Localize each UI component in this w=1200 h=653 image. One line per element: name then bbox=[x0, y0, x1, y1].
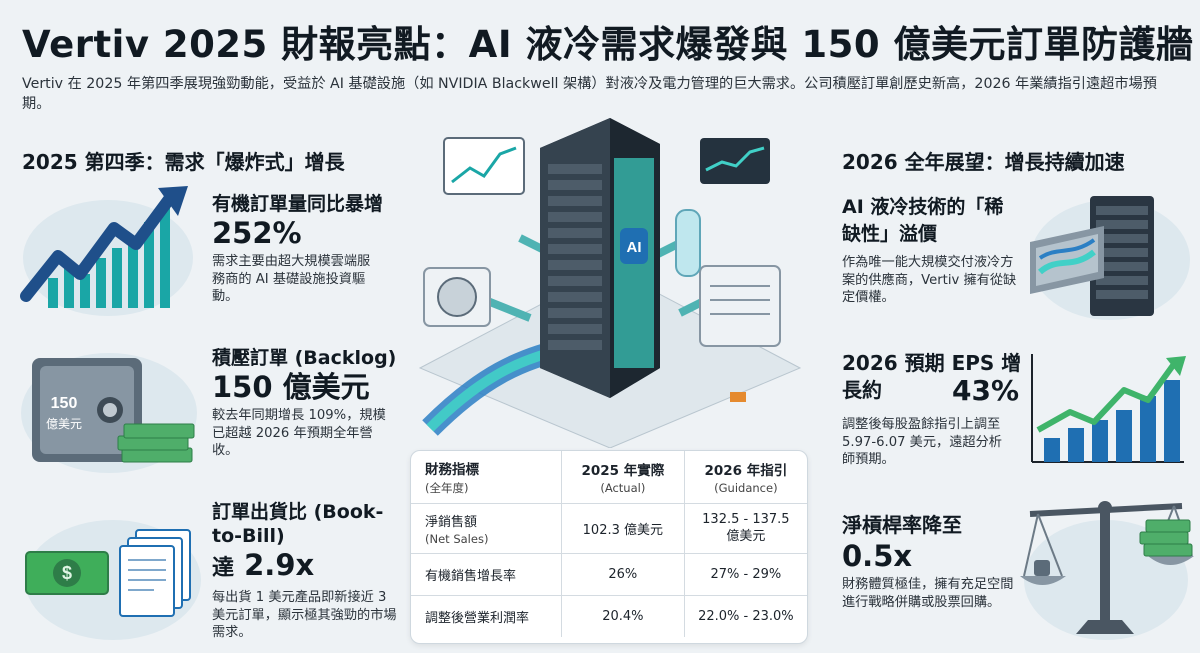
orders-growth-title: 有機訂單量同比暴增 bbox=[212, 193, 384, 215]
book-to-bill-prefix: 達 bbox=[212, 556, 235, 581]
eps-growth-desc: 調整後每股盈餘指引上調至 5.97-6.07 美元，遠超分析師預期。 bbox=[842, 417, 1002, 467]
orders-growth-desc: 需求主要由超大規模雲端服務商的 AI 基礎設施投資驅動。 bbox=[212, 254, 371, 304]
row-metric: 淨銷售額 bbox=[425, 514, 478, 530]
table-header-row: 財務指標 (全年度) 2025 年實際 (Actual) 2026 年指引 (G… bbox=[411, 451, 807, 504]
table-cell-guidance: 27% - 29% bbox=[683, 553, 807, 596]
eps-growth-title: 2026 預期 EPS 增長約 bbox=[842, 351, 1022, 402]
net-leverage-block: 淨槓桿率降至 0.5x 財務體質極佳，擁有充足空間進行戰略併購或股票回購。 bbox=[842, 512, 1022, 611]
table-row: 淨銷售額 (Net Sales) 102.3 億美元 132.5 - 137.5… bbox=[411, 503, 807, 554]
backlog-value: 150 億美元 bbox=[212, 370, 370, 404]
liquid-cooling-server-icon bbox=[1030, 196, 1190, 320]
net-leverage-value: 0.5x bbox=[842, 539, 913, 573]
eps-bar-chart-icon bbox=[1031, 354, 1186, 463]
orders-growth-value: 252% bbox=[212, 216, 302, 250]
table-cell-guidance: 132.5 - 137.5 億美元 bbox=[683, 503, 807, 554]
net-leverage-title: 淨槓桿率降至 bbox=[842, 513, 962, 537]
table-cell-metric: 調整後營業利潤率 bbox=[425, 610, 530, 626]
header-guidance-sub: (Guidance) bbox=[714, 480, 778, 495]
table-cell-actual: 20.4% bbox=[560, 595, 685, 637]
eps-growth-block: 2026 預期 EPS 增長約 43% 調整後每股盈餘指引上調至 5.97-6.… bbox=[842, 350, 1022, 469]
table-row: 有機銷售增長率 26% 27% - 29% bbox=[411, 553, 807, 596]
scarcity-premium-title: AI 液冷技術的「稀缺性」溢價 bbox=[842, 196, 1004, 245]
table-cell-metric: 淨銷售額 (Net Sales) bbox=[411, 503, 562, 554]
intro-paragraph: Vertiv 在 2025 年第四季展現強勁動能，受益於 AI 基礎設施（如 N… bbox=[22, 76, 1157, 112]
balance-scale-icon bbox=[1020, 501, 1194, 640]
table-header-metric: 財務指標 (全年度) bbox=[411, 451, 562, 504]
backlog-title: 積壓訂單 (Backlog) bbox=[212, 347, 397, 369]
backlog-block: 積壓訂單 (Backlog) 150 億美元 較去年同期增長 109%，規模已超… bbox=[212, 346, 412, 460]
eps-growth-value: 43% bbox=[952, 374, 1020, 407]
header-actual-sub: (Actual) bbox=[600, 480, 646, 495]
server-ai-label: AI bbox=[627, 239, 642, 256]
table-header-guidance: 2026 年指引 (Guidance) bbox=[683, 451, 807, 504]
financial-table-card: 財務指標 (全年度) 2025 年實際 (Actual) 2026 年指引 (G… bbox=[410, 450, 808, 644]
growth-arrow-icon bbox=[20, 186, 193, 316]
server-cooling-illustration: AI bbox=[418, 118, 802, 448]
book-to-bill-title: 訂單出貨比 (Book-to-Bill) bbox=[212, 501, 384, 547]
table-header-actual: 2025 年實際 (Actual) bbox=[560, 451, 685, 504]
orders-growth-block: 有機訂單量同比暴增 252% 需求主要由超大規模雲端服務商的 AI 基礎設施投資… bbox=[212, 192, 412, 306]
table-cell-metric: 有機銷售增長率 bbox=[411, 553, 562, 596]
financial-table: 財務指標 (全年度) 2025 年實際 (Actual) 2026 年指引 (G… bbox=[411, 451, 807, 637]
net-leverage-desc: 財務體質極佳，擁有充足空間進行戰略併購或股票回購。 bbox=[842, 577, 1014, 610]
book-to-bill-block: 訂單出貨比 (Book-to-Bill) 達 2.9x 每出貨 1 美元產品即新… bbox=[212, 500, 412, 642]
right-section-heading: 2026 全年展望：增長持續加速 bbox=[842, 150, 1125, 174]
table-cell-actual: 102.3 億美元 bbox=[560, 503, 685, 554]
safe-icon: 150 億美元 bbox=[21, 353, 197, 473]
page-title: Vertiv 2025 財報亮點：AI 液冷需求爆發與 150 億美元訂單防護牆 bbox=[22, 23, 1194, 66]
row-metric-sub: (Net Sales) bbox=[425, 531, 489, 546]
book-to-bill-value: 2.9x bbox=[244, 548, 315, 582]
safe-label-unit: 億美元 bbox=[46, 417, 82, 431]
cash-and-invoice-icon: $ bbox=[25, 520, 201, 640]
table-cell-actual: 26% bbox=[560, 553, 685, 596]
header-metric-sub: (全年度) bbox=[425, 480, 469, 495]
scarcity-premium-block: AI 液冷技術的「稀缺性」溢價 作為唯一能大規模交付液冷方案的供應商，Verti… bbox=[842, 194, 1022, 307]
table-cell-guidance: 22.0% - 23.0% bbox=[683, 595, 807, 637]
book-to-bill-desc: 每出貨 1 美元產品即新接近 3 美元訂單，顯示極其強勁的市場需求。 bbox=[212, 590, 397, 640]
header-guidance-label: 2026 年指引 bbox=[704, 462, 788, 479]
left-section-heading: 2025 第四季：需求「爆炸式」增長 bbox=[22, 150, 345, 174]
scarcity-premium-desc: 作為唯一能大規模交付液冷方案的供應商，Vertiv 擁有從缺定價權。 bbox=[842, 255, 1017, 305]
header-actual-label: 2025 年實際 bbox=[581, 462, 665, 479]
safe-label-amount: 150 bbox=[51, 395, 78, 412]
backlog-desc: 較去年同期增長 109%，規模已超越 2026 年預期全年營收。 bbox=[212, 408, 386, 458]
table-row: 調整後營業利潤率 20.4% 22.0% - 23.0% bbox=[411, 595, 807, 637]
svg-text:$: $ bbox=[62, 563, 72, 583]
header-metric-label: 財務指標 bbox=[425, 461, 479, 478]
